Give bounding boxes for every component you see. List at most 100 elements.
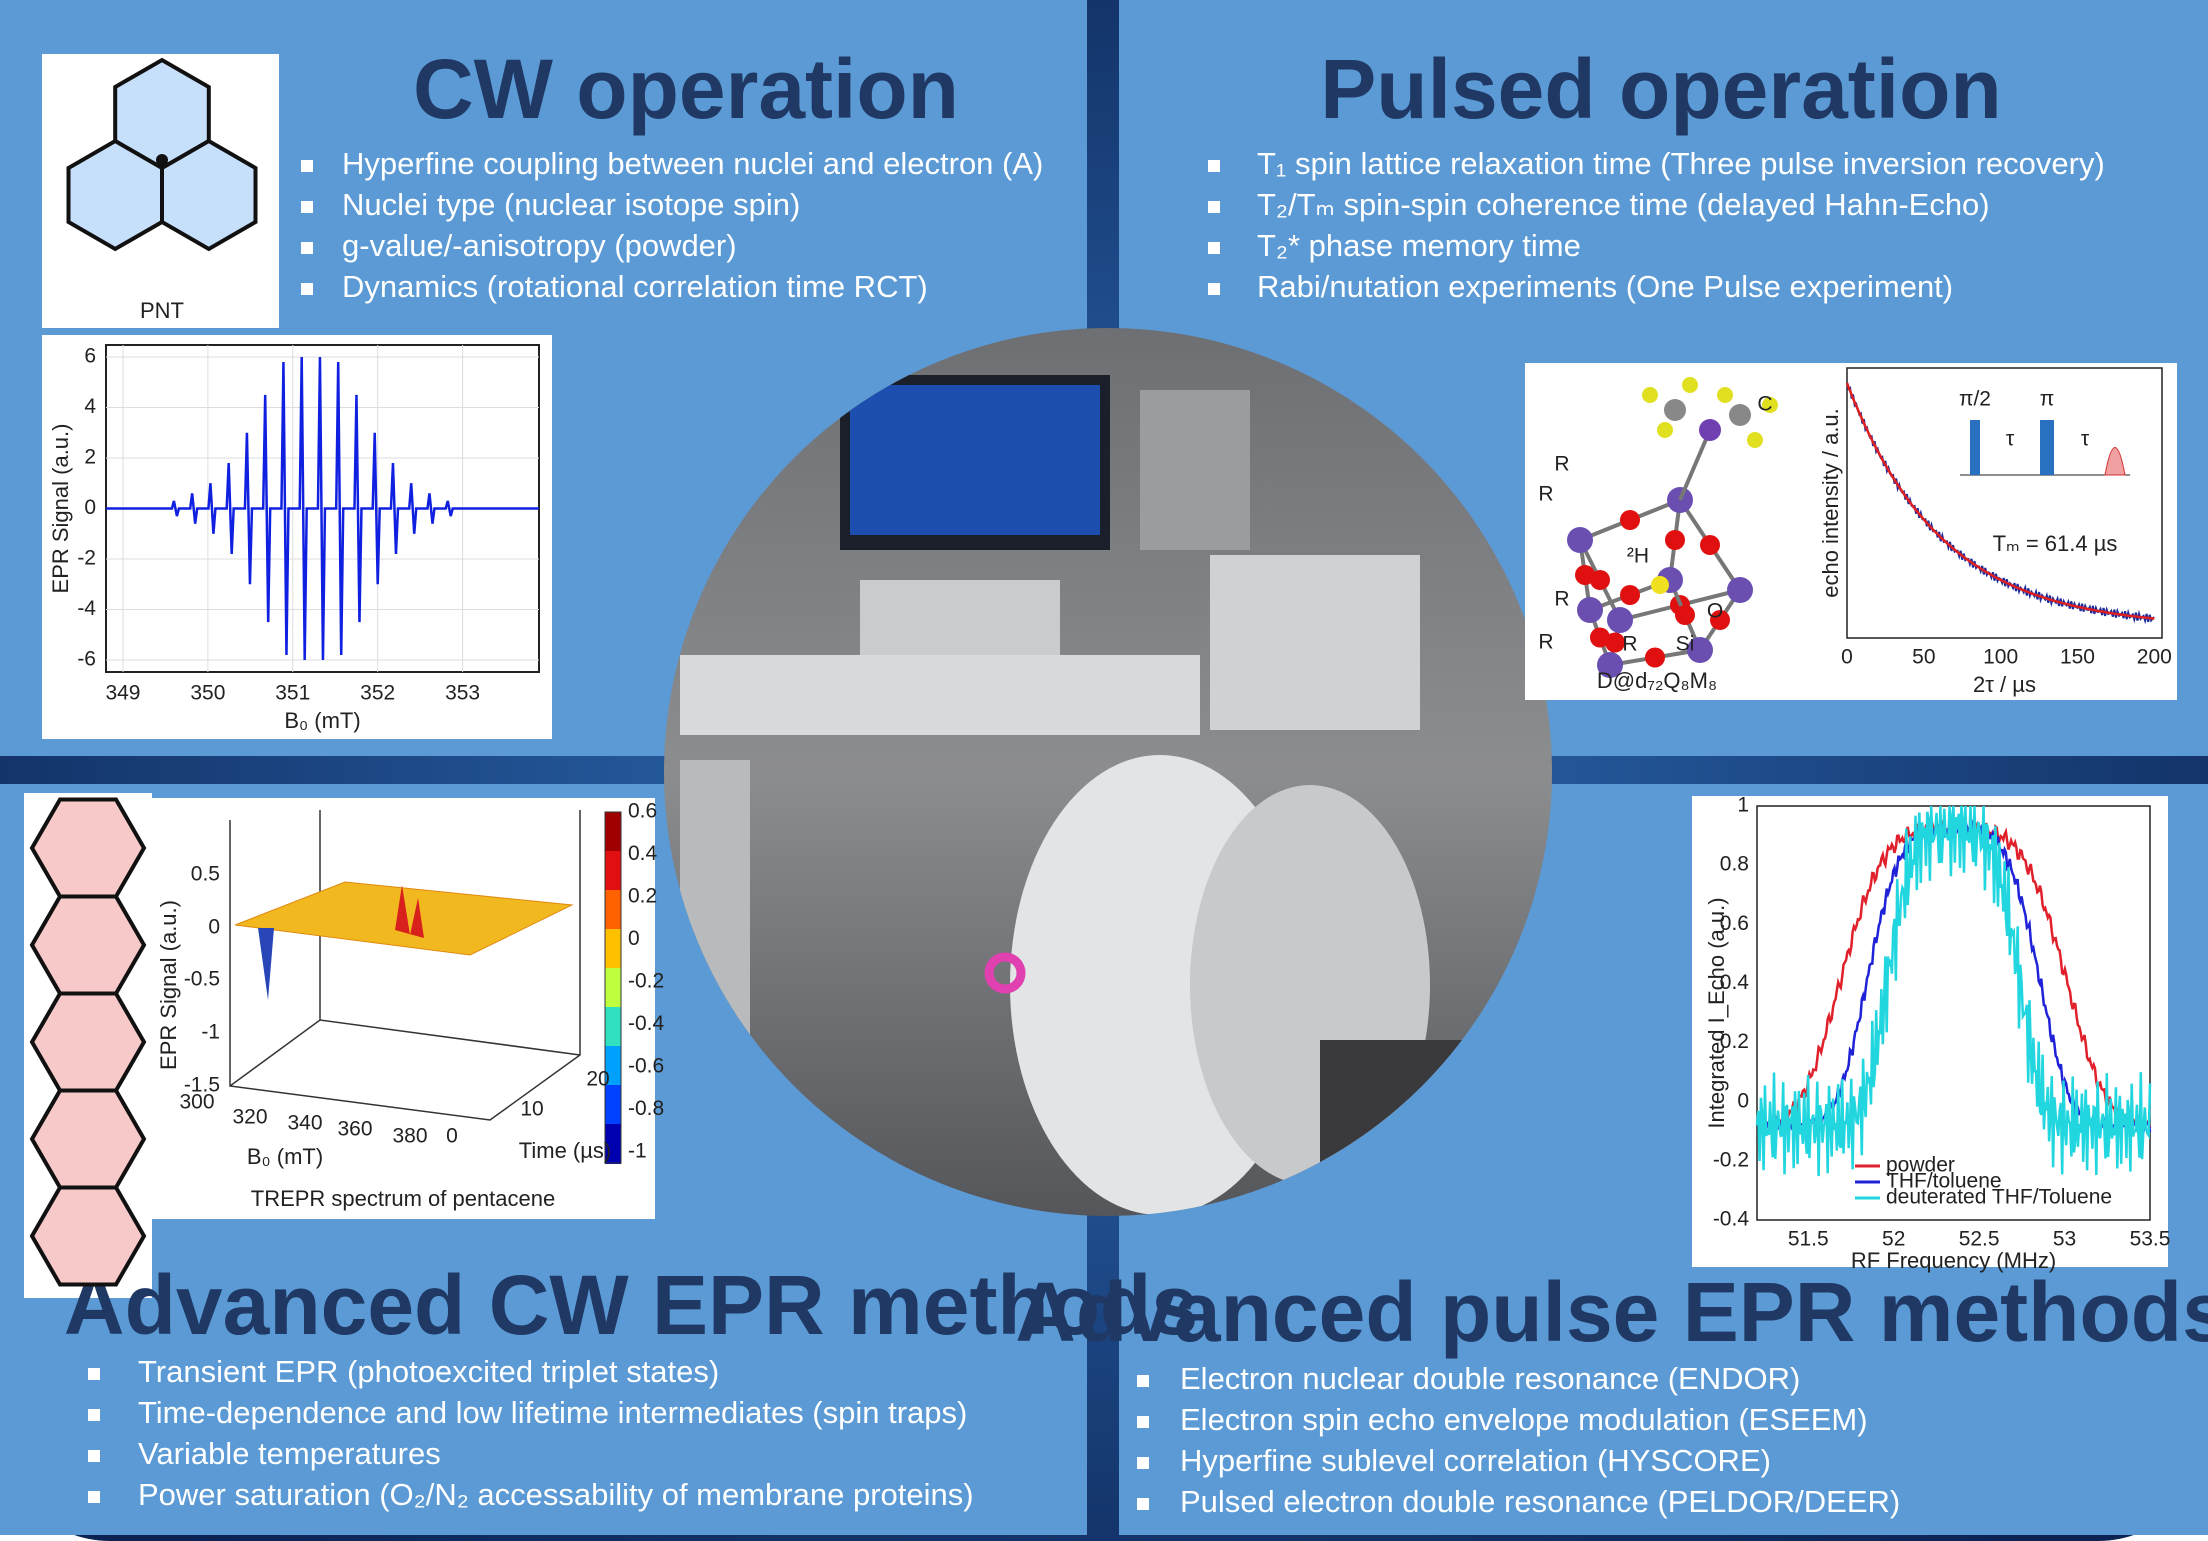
bullet-text: Time-dependence and low lifetime interme… <box>138 1395 967 1430</box>
atom-si <box>1727 577 1753 603</box>
bullet-text: Variable temperatures <box>138 1436 441 1471</box>
y-axis-label: Time (µs) <box>519 1138 612 1163</box>
atom-si <box>1687 637 1713 663</box>
bullet-marker <box>1137 1375 1149 1387</box>
colorbar-tick-label: -0.8 <box>628 1097 664 1120</box>
colorbar-tick-label: 0.2 <box>628 885 657 908</box>
section-title: Pulsed operation <box>1320 42 2001 136</box>
caption: TREPR spectrum of pentacene <box>251 1186 555 1211</box>
surface-dip <box>258 928 274 1000</box>
atom-label: C <box>1757 393 1772 416</box>
bullet-text: Rabi/nutation experiments (One Pulse exp… <box>1257 269 1953 304</box>
molecule-label: D@d₇₂Q₈M₈ <box>1597 668 1717 693</box>
colorbar-segment <box>605 1007 621 1047</box>
legend-label: powder <box>1886 1154 1955 1177</box>
bridge <box>680 655 1200 735</box>
endor-plot <box>1755 805 2152 1221</box>
surface-peak <box>395 885 424 938</box>
x-tick-label: 53.5 <box>2130 1228 2171 1251</box>
z-axis-label: EPR Signal (a.u.) <box>156 900 181 1070</box>
atom-f <box>1642 387 1658 403</box>
colorbar-segment <box>605 968 621 1008</box>
y-tick-label: 0.8 <box>1720 853 1749 876</box>
colorbar-tick-label: 0.6 <box>628 800 657 823</box>
y-axis-label: echo intensity / a.u. <box>1818 408 1843 598</box>
atom-o <box>1700 535 1720 555</box>
plot-frame <box>1846 367 2163 639</box>
bullet-text: Hyperfine coupling between nuclei and el… <box>342 146 1043 181</box>
section-title: CW operation <box>413 42 959 136</box>
atom-f <box>1682 377 1698 393</box>
atom-o <box>1575 565 1595 585</box>
atom-si <box>1607 607 1633 633</box>
pulse <box>1970 420 1980 475</box>
atom-o <box>1620 585 1640 605</box>
colorbar-segment <box>605 929 621 969</box>
bond <box>1678 429 1712 501</box>
bullet-marker <box>1137 1416 1149 1428</box>
x-tick-label: 351 <box>275 682 310 705</box>
atom <box>1699 419 1721 441</box>
colorbar-tick-label: -1 <box>628 1140 647 1163</box>
y-tick-label: 20 <box>586 1068 609 1091</box>
y-tick-label: 0.4 <box>1720 971 1750 994</box>
x-axis-label: B₀ (mT) <box>284 708 360 733</box>
atom-o <box>1710 610 1730 630</box>
bullet-text: T₂/Tₘ spin-spin coherence time (delayed … <box>1257 187 1990 222</box>
section-title: Advanced CW EPR methods <box>64 1258 1198 1352</box>
y-tick-label: 2 <box>84 446 96 469</box>
x-axis-label: 2τ / µs <box>1973 672 2036 697</box>
bullet-text: g-value/-anisotropy (powder) <box>342 228 737 263</box>
colorbar-segment <box>605 1046 621 1086</box>
bullet-text: Dynamics (rotational correlation time RC… <box>342 269 928 304</box>
cw-plot <box>105 344 540 673</box>
atom-label: R <box>1538 631 1553 654</box>
radical-dot <box>156 154 168 166</box>
atom-label: R <box>1538 483 1553 506</box>
bullet-marker <box>301 283 313 295</box>
atom <box>1729 404 1751 426</box>
y-tick-label: 1 <box>1737 794 1749 817</box>
x-tick-label: 349 <box>105 682 140 705</box>
colorbar-segment <box>605 812 621 852</box>
molecule-3d <box>1567 377 1778 678</box>
x-tick-label: 200 <box>2137 646 2172 669</box>
pulse <box>2040 420 2054 475</box>
y-tick-label: 4 <box>84 395 96 418</box>
bullet-text: Pulsed electron double resonance (PELDOR… <box>1180 1484 1900 1519</box>
bullet-text: Hyperfine sublevel correlation (HYSCORE) <box>1180 1443 1771 1478</box>
colorbar-tick-label: 0.4 <box>628 842 658 865</box>
x-axis-label: RF Frequency (MHz) <box>1851 1248 2056 1273</box>
z-tick-label: -1.5 <box>184 1074 220 1097</box>
y-tick-label: 10 <box>520 1098 543 1121</box>
atom-h <box>1651 576 1669 594</box>
bullet-marker <box>88 1409 100 1421</box>
x-tick-label: 50 <box>1912 646 1935 669</box>
x-tick-label: 300 <box>179 1091 214 1114</box>
y-tick-label: -4 <box>77 597 96 620</box>
y-tick-label: 0 <box>1737 1089 1749 1112</box>
atom-f <box>1657 422 1673 438</box>
atom-label: Si <box>1676 633 1695 656</box>
y-tick-label: 0 <box>84 496 96 519</box>
rack <box>1140 390 1250 550</box>
colorbar-segment <box>605 890 621 930</box>
pulse-label: τ <box>2081 428 2090 451</box>
bullet-text: T₁ spin lattice relaxation time (Three p… <box>1257 146 2105 181</box>
x-tick-label: 51.5 <box>1788 1228 1829 1251</box>
bullet-marker <box>1208 242 1220 254</box>
z-tick-label: -1 <box>201 1021 220 1044</box>
atom-label: ²H <box>1627 545 1649 568</box>
bullet-marker <box>301 242 313 254</box>
x-tick-label: 352 <box>360 682 395 705</box>
bullet-text: Nuclei type (nuclear isotope spin) <box>342 187 800 222</box>
console <box>860 580 1060 655</box>
bullet-marker <box>301 201 313 213</box>
colorbar-segment <box>605 1085 621 1125</box>
x-tick-label: 100 <box>1983 646 2018 669</box>
x-tick-label: 353 <box>445 682 480 705</box>
legend-label: THF/toluene <box>1886 1170 2002 1193</box>
bullet-marker <box>88 1450 100 1462</box>
echo <box>2104 447 2126 476</box>
atom-f <box>1747 432 1763 448</box>
